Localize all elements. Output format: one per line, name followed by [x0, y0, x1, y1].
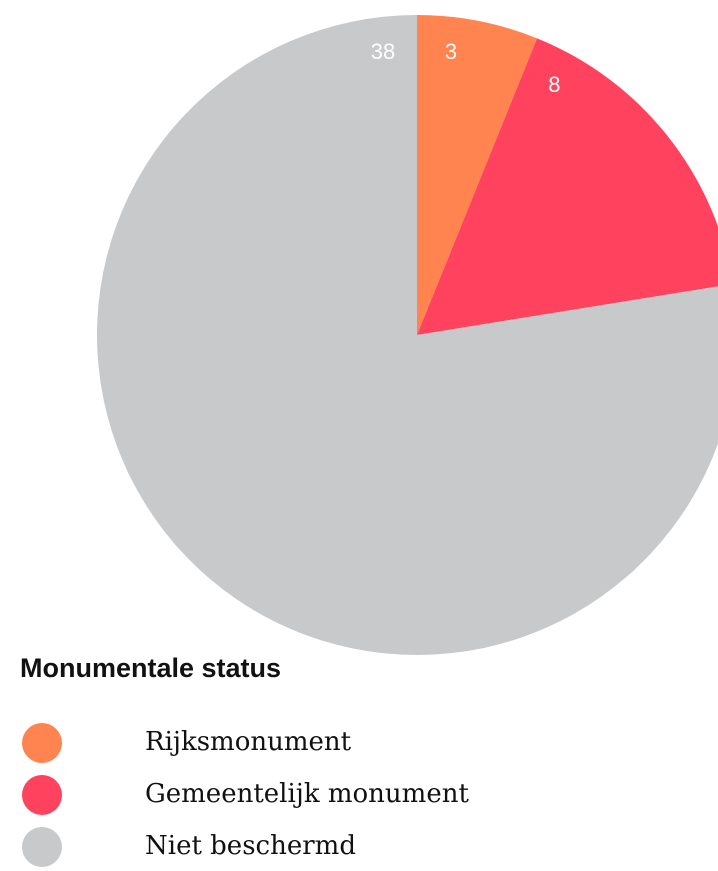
legend-swatch: [22, 775, 62, 815]
legend-label: Rijksmonument: [145, 727, 352, 757]
legend-label: Niet beschermd: [145, 831, 356, 861]
legend-title: Monumentale status: [20, 653, 281, 683]
legend-label: Gemeentelijk monument: [145, 779, 469, 809]
pie-slice: [97, 15, 718, 655]
slice-label: 8: [548, 72, 560, 97]
legend-swatch: [22, 723, 62, 763]
pie-slice: [417, 15, 538, 335]
legend-swatch: [22, 827, 62, 867]
pie-slice: [417, 38, 718, 335]
slice-label: 38: [371, 39, 395, 64]
slice-label: 3: [445, 39, 457, 64]
